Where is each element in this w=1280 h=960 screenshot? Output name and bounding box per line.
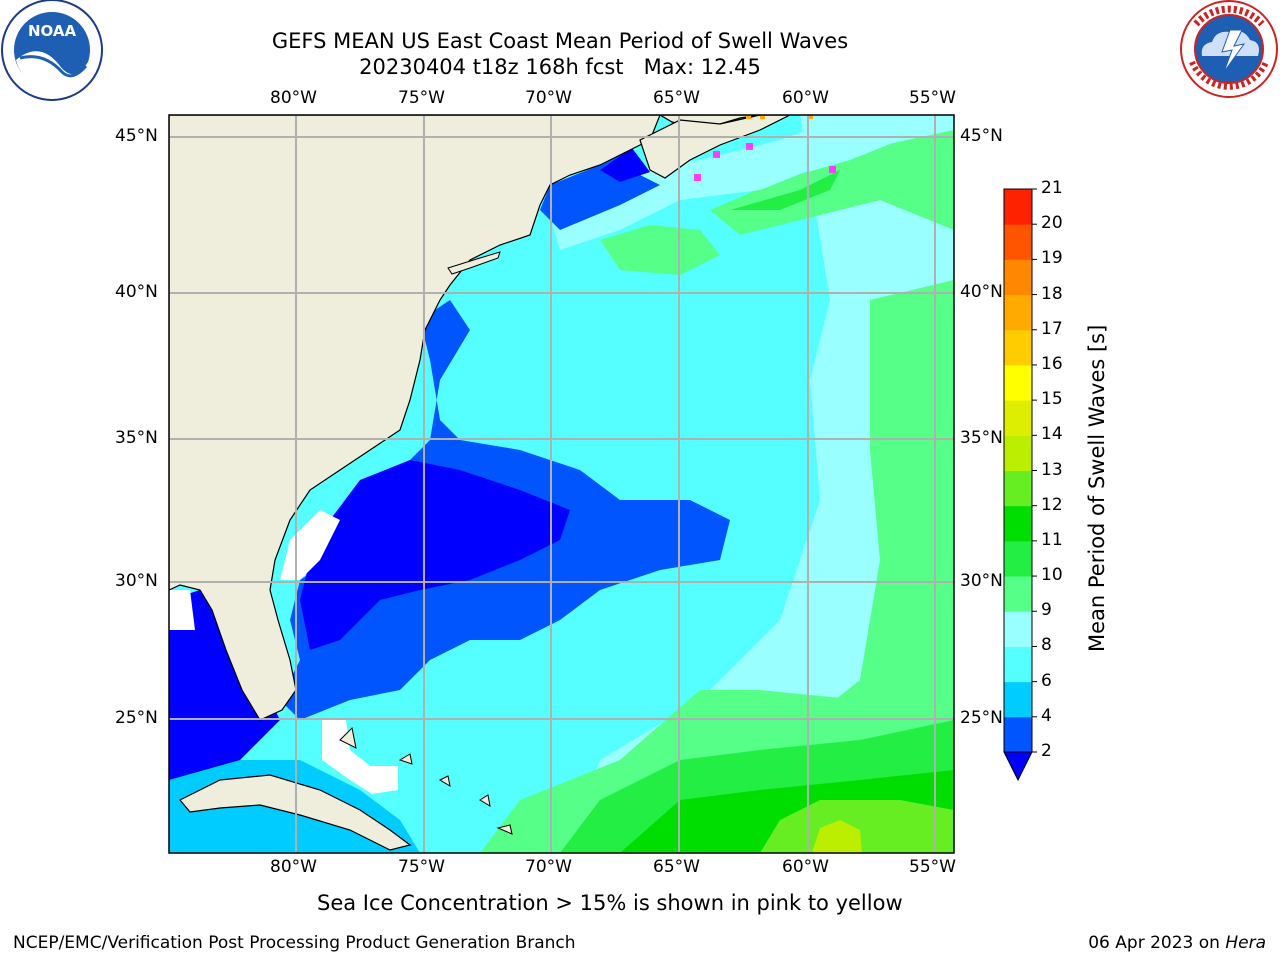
land-long-island	[447, 251, 501, 275]
sea-ice-marker	[829, 166, 836, 173]
noaa-logo: NOAA	[0, 0, 104, 104]
colorbar-bin-14	[1004, 400, 1032, 436]
colorbar-tick-label-9: 9	[1041, 600, 1052, 621]
sea-ice-marker	[746, 115, 751, 119]
noaa-logo-text: NOAA	[28, 22, 77, 40]
lon-label-top-60w: 60°W	[782, 88, 829, 108]
colorbar-bin-4	[1004, 681, 1032, 718]
colorbar-bin-9	[1004, 576, 1032, 612]
lat-label-left-25n: 25°N	[115, 708, 158, 728]
swell-under-2-core	[300, 460, 570, 650]
colorbar-bin-19	[1004, 224, 1032, 260]
colorbar-tick-label-19: 19	[1041, 248, 1063, 269]
swell-north-patch-1	[600, 225, 720, 275]
lon-label-top-70w: 70°W	[525, 88, 572, 108]
chart-title-line2: 20230404 t18z 168h fcst Max: 12.45	[359, 55, 761, 79]
colorbar-under-arrow	[1003, 751, 1033, 782]
footer-credit: NCEP/EMC/Verification Post Processing Pr…	[13, 933, 576, 953]
lon-label-top-75w: 75°W	[398, 88, 445, 108]
sea-ice-marker	[694, 174, 701, 181]
lat-label-right-35n: 35°N	[960, 428, 1003, 448]
gulf-no-data	[169, 590, 195, 630]
map-grid	[169, 115, 954, 853]
lon-label-bottom-65w: 65°W	[653, 857, 700, 877]
colorbar-bin-15	[1004, 364, 1032, 401]
colorbar-title: Mean Period of Swell Waves [s]	[1085, 324, 1109, 652]
lat-label-left-40n: 40°N	[115, 282, 158, 302]
sea-ice-marker	[713, 151, 720, 158]
colorbar-bin-6	[1004, 646, 1032, 683]
lon-label-top-65w: 65°W	[653, 88, 700, 108]
colorbar-bin-18	[1004, 259, 1032, 296]
colorbar-tick-label-4: 4	[1041, 705, 1052, 726]
sea-ice-marker	[808, 115, 813, 119]
lat-label-right-30n: 30°N	[960, 571, 1003, 591]
lon-label-bottom-70w: 70°W	[525, 857, 572, 877]
swell-13-14	[812, 820, 862, 853]
land-bahamas	[339, 726, 513, 835]
footer-date: 06 Apr 2023 on Hera	[1088, 933, 1266, 953]
lon-label-bottom-55w: 55°W	[909, 857, 956, 877]
colorbar-tick-label-12: 12	[1041, 494, 1063, 515]
colorbar-tick-label-16: 16	[1041, 353, 1063, 374]
colorbar-tick-label-18: 18	[1041, 283, 1063, 304]
swell-gulf-maine-deep	[600, 148, 650, 182]
swell-gulf	[169, 590, 280, 780]
colorbar-bin-13	[1004, 435, 1032, 471]
colorbar-bin-11	[1004, 505, 1032, 542]
colorbar-tick-label-21: 21	[1041, 178, 1063, 198]
sea-ice-note: Sea Ice Concentration > 15% is shown in …	[317, 891, 903, 915]
lon-label-top-55w: 55°W	[909, 88, 956, 108]
lat-label-left-45n: 45°N	[115, 126, 158, 146]
footer-host: Hera	[1225, 933, 1266, 953]
colorbar-tick-label-8: 8	[1041, 635, 1052, 656]
lon-label-bottom-75w: 75°W	[398, 857, 445, 877]
chart-title-line1: GEFS MEAN US East Coast Mean Period of S…	[271, 29, 849, 53]
map-field	[169, 115, 954, 853]
colorbar-tick-label-11: 11	[1041, 529, 1063, 550]
lat-label-left-30n: 30°N	[115, 571, 158, 591]
footer-date-text: 06 Apr 2023 on	[1088, 933, 1226, 953]
colorbar-bin-12	[1004, 470, 1032, 507]
lon-label-bottom-60w: 60°W	[782, 857, 829, 877]
lat-label-right-25n: 25°N	[960, 708, 1003, 728]
colorbar-bin-8	[1004, 611, 1032, 647]
colorbar-bin-10	[1004, 540, 1032, 577]
colorbar-tick-label-20: 20	[1041, 213, 1063, 234]
lat-label-right-45n: 45°N	[960, 126, 1003, 146]
swell-8-9-east	[560, 115, 954, 853]
colorbar-bin-16	[1004, 329, 1032, 366]
colorbar-tick-label-17: 17	[1041, 318, 1063, 339]
lat-label-right-40n: 40°N	[960, 282, 1003, 302]
colorbar-bin-2	[1004, 716, 1032, 753]
colorbar	[1003, 188, 1037, 782]
land-us	[169, 115, 761, 721]
swell-north-patch-3	[730, 170, 840, 210]
lat-label-left-35n: 35°N	[115, 428, 158, 448]
swell-north-light	[540, 115, 954, 250]
colorbar-tick-label-2: 2	[1041, 741, 1052, 761]
colorbar-tick-label-6: 6	[1041, 670, 1052, 691]
colorbar-bin-17	[1004, 294, 1032, 331]
nws-logo	[1178, 0, 1280, 102]
colorbar-tick-label-14: 14	[1041, 424, 1063, 445]
colorbar-tick-label-10: 10	[1041, 565, 1063, 586]
lon-label-top-80w: 80°W	[270, 88, 317, 108]
lon-label-bottom-80w: 80°W	[270, 857, 317, 877]
colorbar-tick-label-13: 13	[1041, 459, 1063, 480]
colorbar-tick-label-15: 15	[1041, 389, 1063, 410]
sea-ice-marker	[760, 115, 765, 119]
colorbar-bin-20	[1004, 189, 1032, 225]
sea-ice-marker	[746, 143, 753, 150]
land-nova-scotia	[639, 115, 791, 179]
map-frame	[168, 114, 955, 854]
